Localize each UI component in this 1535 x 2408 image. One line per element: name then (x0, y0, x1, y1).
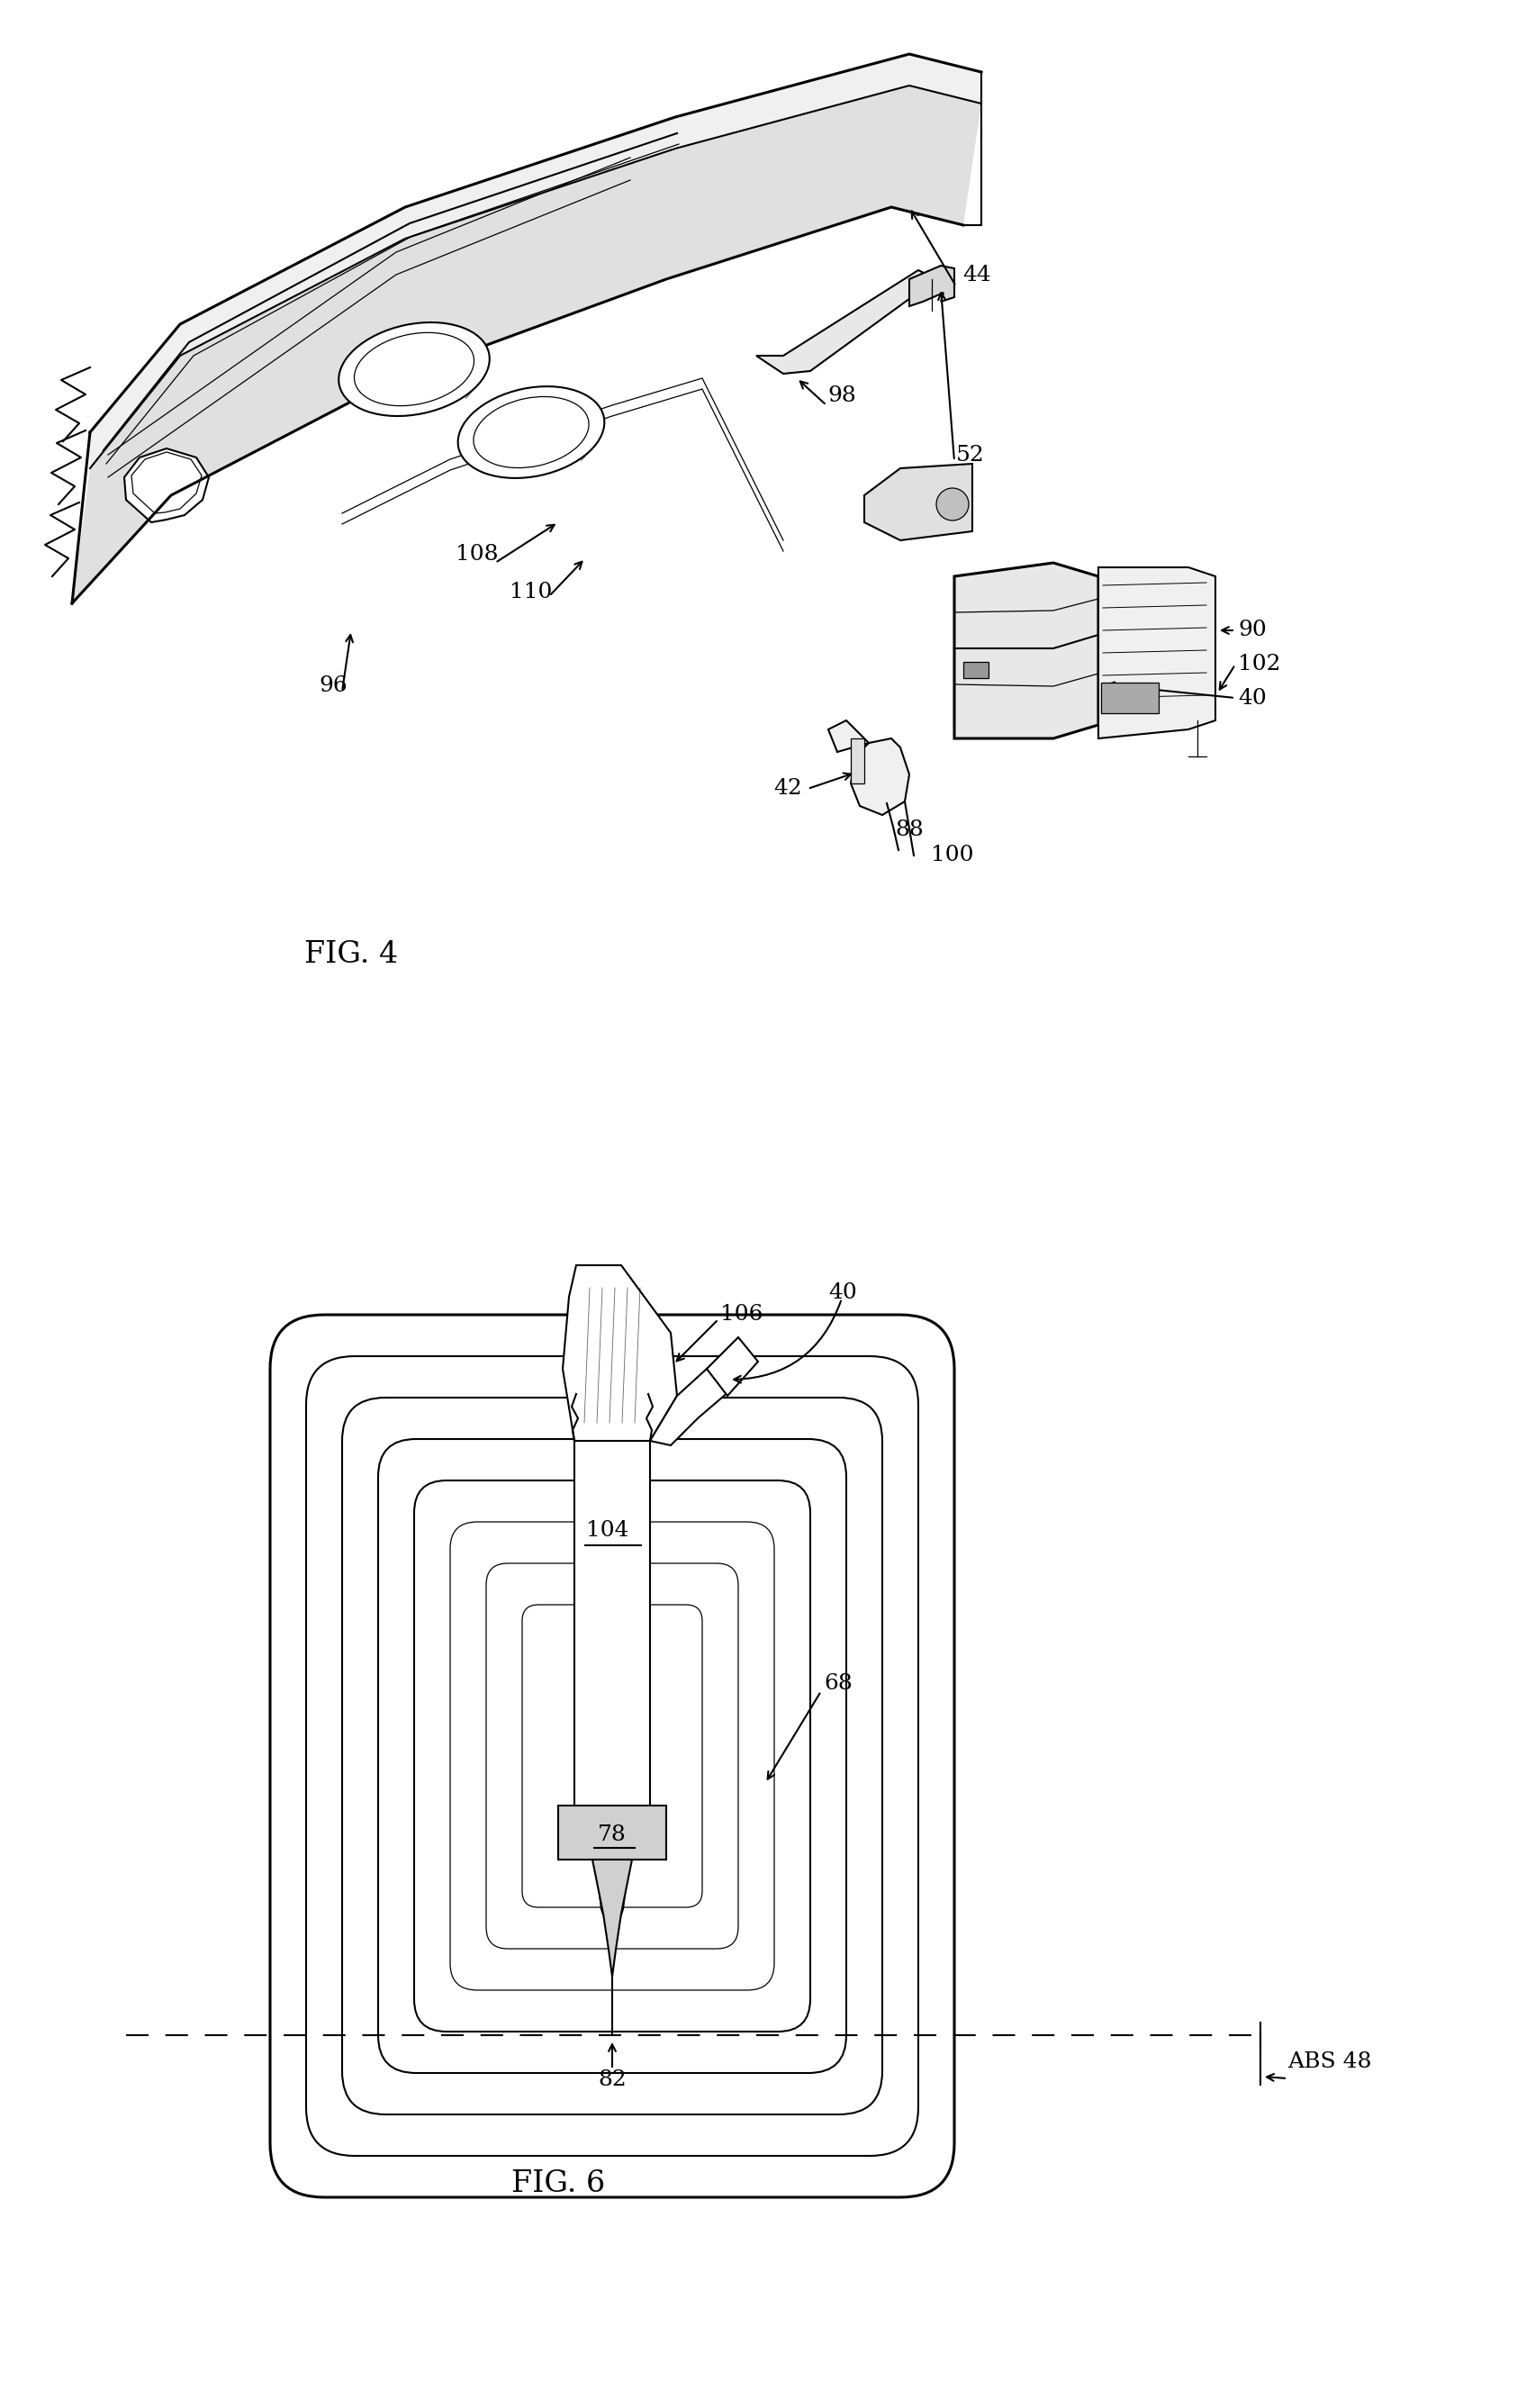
Text: 106: 106 (720, 1305, 763, 1324)
Text: 110: 110 (510, 583, 553, 602)
Ellipse shape (339, 323, 490, 417)
Ellipse shape (473, 397, 589, 467)
Text: 52: 52 (956, 445, 985, 465)
Circle shape (936, 489, 969, 520)
Polygon shape (649, 1368, 729, 1445)
Polygon shape (829, 720, 869, 751)
Polygon shape (124, 448, 209, 523)
Polygon shape (706, 1336, 758, 1397)
Text: 40: 40 (1237, 689, 1266, 708)
Text: 44: 44 (962, 265, 992, 284)
Polygon shape (132, 453, 201, 513)
Text: 108: 108 (456, 544, 499, 563)
Text: 104: 104 (586, 1519, 629, 1541)
Text: 102: 102 (1237, 655, 1280, 674)
Text: 90: 90 (1237, 619, 1266, 641)
Text: 68: 68 (824, 1674, 852, 1695)
Polygon shape (574, 1440, 649, 1941)
Ellipse shape (355, 332, 474, 407)
Bar (964, 662, 989, 679)
Polygon shape (909, 265, 955, 306)
FancyBboxPatch shape (1101, 681, 1159, 713)
Text: 40: 40 (829, 1281, 857, 1303)
Text: FIG. 4: FIG. 4 (304, 939, 398, 968)
Text: FIG. 6: FIG. 6 (511, 2170, 605, 2199)
Text: ABS 48: ABS 48 (1288, 2052, 1372, 2073)
Polygon shape (1099, 568, 1216, 739)
Text: 82: 82 (599, 2071, 626, 2090)
Polygon shape (955, 563, 1099, 739)
Polygon shape (563, 1264, 677, 1440)
Polygon shape (593, 1859, 632, 1977)
Text: 100: 100 (932, 845, 973, 867)
Text: 42: 42 (774, 778, 803, 799)
Polygon shape (850, 739, 909, 814)
Polygon shape (850, 739, 864, 783)
Polygon shape (864, 465, 972, 539)
Polygon shape (91, 53, 981, 467)
Text: 88: 88 (895, 821, 924, 840)
Polygon shape (72, 87, 981, 604)
Ellipse shape (457, 385, 605, 479)
Text: 96: 96 (319, 677, 347, 696)
Text: 78: 78 (599, 1823, 626, 1845)
Text: 98: 98 (827, 385, 857, 407)
Polygon shape (757, 270, 936, 373)
Polygon shape (559, 1806, 666, 1859)
